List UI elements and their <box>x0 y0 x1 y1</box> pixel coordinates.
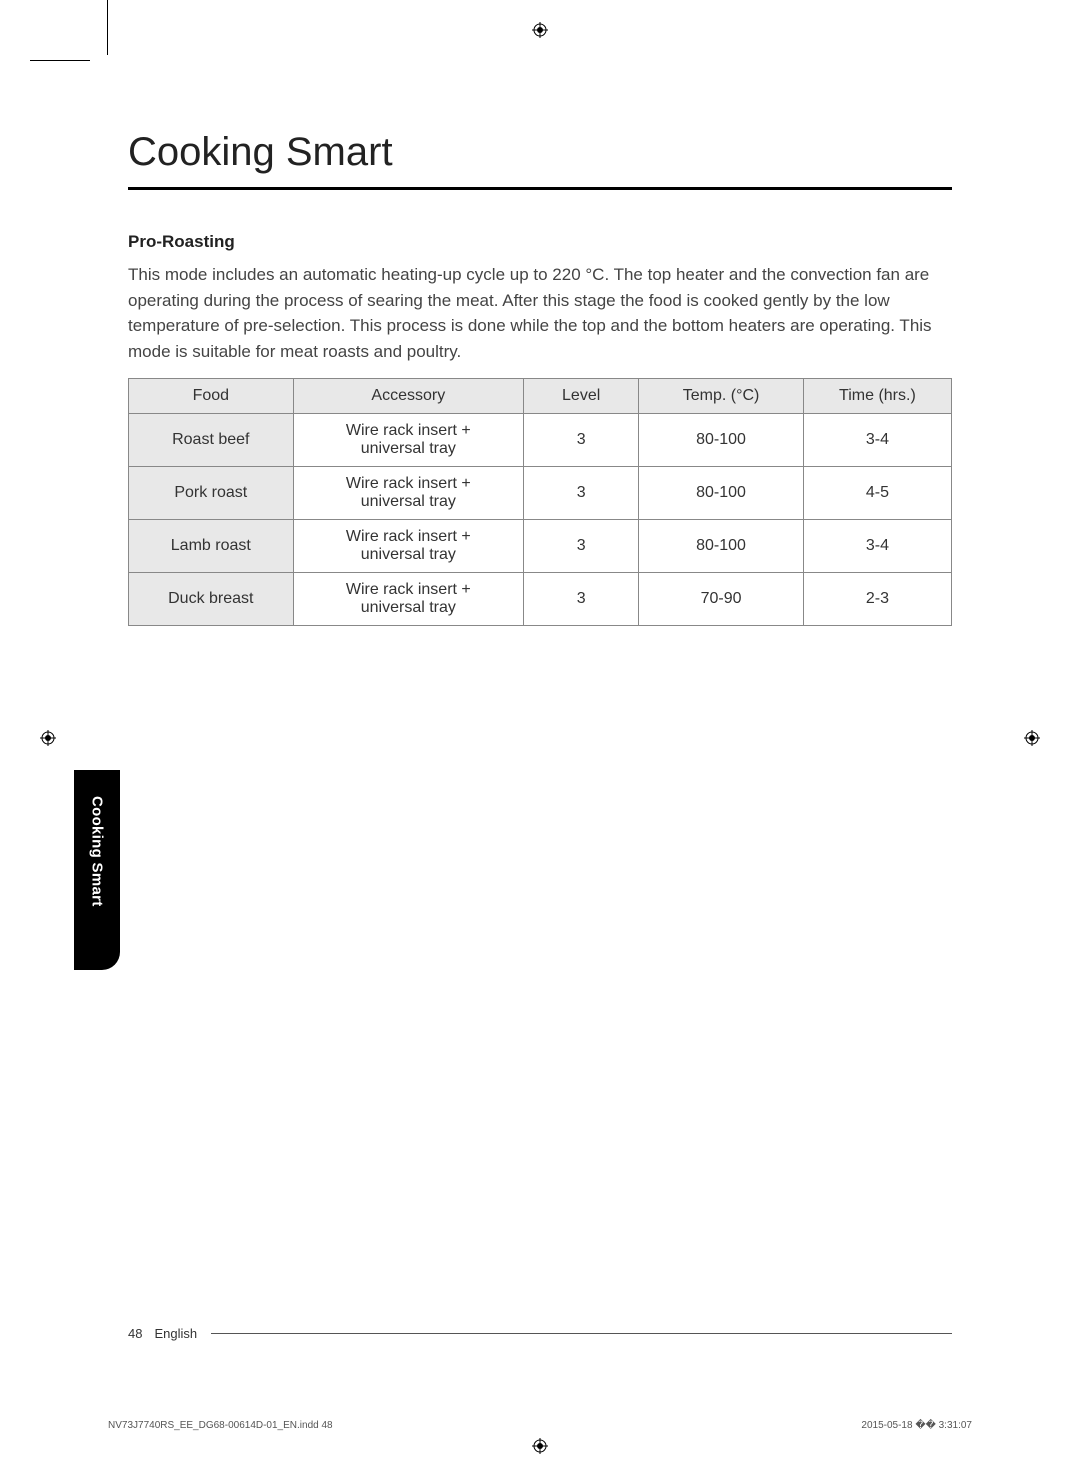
crop-mark <box>107 0 108 55</box>
table-row: Roast beef Wire rack insert + universal … <box>129 414 952 467</box>
registration-mark-icon <box>532 1438 548 1454</box>
cell-time: 3-4 <box>803 414 951 467</box>
side-tab: Cooking Smart <box>74 770 120 970</box>
section-body: This mode includes an automatic heating-… <box>128 262 952 364</box>
cell-temp: 80-100 <box>639 467 804 520</box>
page-number: 48 <box>128 1326 142 1341</box>
footer-rule <box>211 1333 952 1334</box>
col-level: Level <box>524 379 639 414</box>
page-title: Cooking Smart <box>128 130 952 190</box>
cell-time: 4-5 <box>803 467 951 520</box>
cell-time: 2-3 <box>803 573 951 626</box>
cell-food: Lamb roast <box>129 520 294 573</box>
col-accessory: Accessory <box>293 379 523 414</box>
table-row: Pork roast Wire rack insert + universal … <box>129 467 952 520</box>
cell-time: 3-4 <box>803 520 951 573</box>
cell-temp: 80-100 <box>639 414 804 467</box>
cell-food: Pork roast <box>129 467 294 520</box>
page-footer: 48 English <box>128 1326 952 1341</box>
cell-food: Duck breast <box>129 573 294 626</box>
footer-language: English <box>154 1326 197 1341</box>
table-row: Duck breast Wire rack insert + universal… <box>129 573 952 626</box>
table-header-row: Food Accessory Level Temp. (°C) Time (hr… <box>129 379 952 414</box>
cell-accessory: Wire rack insert + universal tray <box>293 414 523 467</box>
cell-temp: 70-90 <box>639 573 804 626</box>
print-footer: NV73J7740RS_EE_DG68-00614D-01_EN.indd 48… <box>108 1420 972 1431</box>
cell-level: 3 <box>524 520 639 573</box>
table-row: Lamb roast Wire rack insert + universal … <box>129 520 952 573</box>
registration-mark-icon <box>1024 730 1040 746</box>
col-time: Time (hrs.) <box>803 379 951 414</box>
cell-temp: 80-100 <box>639 520 804 573</box>
cell-level: 3 <box>524 573 639 626</box>
cell-accessory: Wire rack insert + universal tray <box>293 573 523 626</box>
cell-accessory: Wire rack insert + universal tray <box>293 520 523 573</box>
crop-mark <box>30 60 90 61</box>
registration-mark-icon <box>532 22 548 38</box>
col-food: Food <box>129 379 294 414</box>
registration-mark-icon <box>40 730 56 746</box>
section-heading: Pro-Roasting <box>128 232 952 252</box>
side-tab-label: Cooking Smart <box>89 796 106 907</box>
print-footer-right: 2015-05-18 �� 3:31:07 <box>861 1420 972 1431</box>
print-footer-left: NV73J7740RS_EE_DG68-00614D-01_EN.indd 48 <box>108 1420 333 1431</box>
cell-level: 3 <box>524 467 639 520</box>
cell-food: Roast beef <box>129 414 294 467</box>
page-content: Cooking Smart Pro-Roasting This mode inc… <box>128 130 952 626</box>
col-temp: Temp. (°C) <box>639 379 804 414</box>
cell-level: 3 <box>524 414 639 467</box>
roasting-table: Food Accessory Level Temp. (°C) Time (hr… <box>128 378 952 626</box>
cell-accessory: Wire rack insert + universal tray <box>293 467 523 520</box>
